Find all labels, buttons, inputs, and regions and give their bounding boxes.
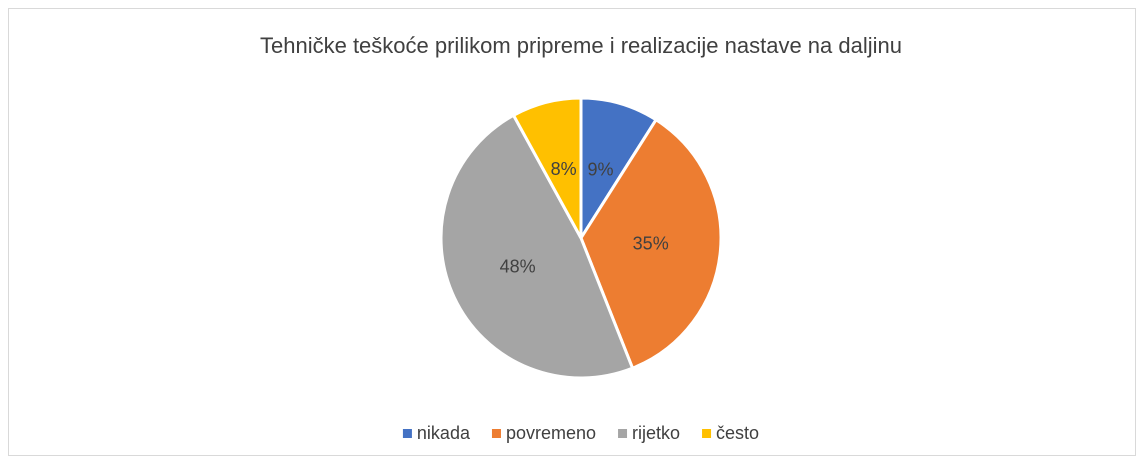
- legend-label: rijetko: [632, 423, 680, 443]
- legend-marker: [702, 429, 712, 438]
- legend-marker: [491, 429, 501, 438]
- legend-label: nikada: [417, 423, 471, 443]
- chart-title: Tehničke teškoće prilikom pripreme i rea…: [260, 33, 902, 58]
- pie-slice: [439, 113, 635, 380]
- data-label: 8%: [551, 159, 577, 179]
- legend-marker: [618, 429, 628, 438]
- data-label: 35%: [633, 233, 669, 253]
- pie-slice: [579, 117, 723, 371]
- legend-label: povremeno: [506, 423, 596, 443]
- pie-slice: [579, 96, 659, 244]
- legend-label: često: [716, 423, 759, 443]
- data-label: 48%: [500, 257, 536, 277]
- pie-slice: [511, 96, 583, 239]
- legend-marker: [402, 429, 412, 438]
- data-label: 9%: [588, 160, 614, 180]
